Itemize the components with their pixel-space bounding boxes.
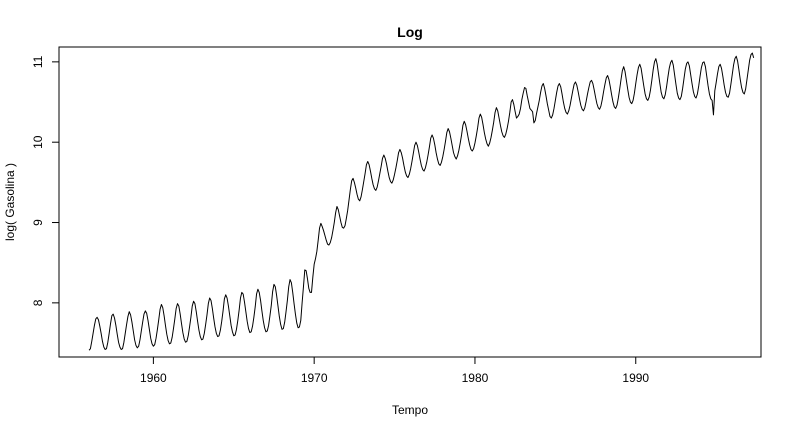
chart-title: Log	[397, 24, 423, 40]
y-axis: 8 9 10 11	[31, 55, 59, 306]
y-tick-label: 11	[31, 55, 45, 68]
x-axis: 1960 1970 1980 1990	[140, 357, 649, 385]
x-tick-label: 1960	[140, 371, 167, 385]
x-tick-label: 1980	[462, 371, 489, 385]
plot-frame	[58, 46, 762, 358]
x-tick-label: 1990	[622, 371, 649, 385]
x-tick-label: 1970	[301, 371, 328, 385]
series-line	[88, 52, 755, 351]
y-tick-label: 8	[31, 299, 45, 306]
y-axis-label: log( Gasolina )	[3, 163, 17, 241]
y-tick-label: 9	[31, 219, 45, 226]
x-axis-label: Tempo	[392, 403, 428, 417]
y-tick-label: 10	[31, 135, 45, 149]
